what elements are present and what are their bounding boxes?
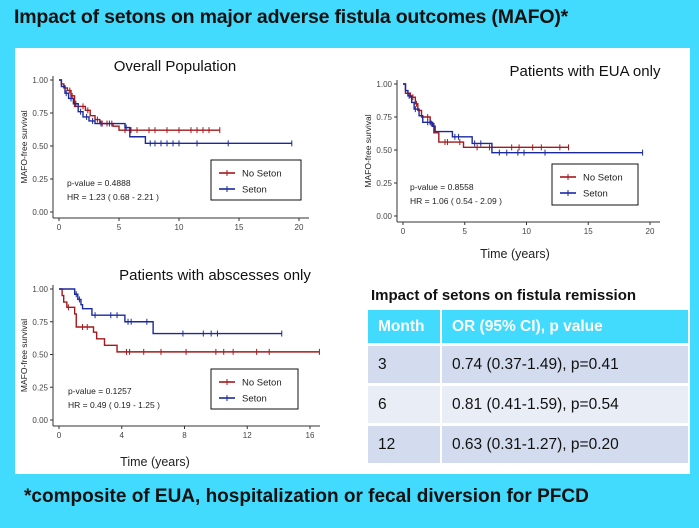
y-tick-label: 0.75 bbox=[32, 109, 48, 118]
y-tick-label: 0.75 bbox=[376, 113, 392, 122]
y-tick-label: 1.00 bbox=[32, 76, 48, 85]
cell-month: 6 bbox=[368, 383, 442, 425]
y-tick-label: 0.25 bbox=[32, 175, 48, 184]
x-tick-label: 12 bbox=[243, 431, 252, 440]
legend-label: Seton bbox=[583, 189, 608, 200]
cell-or: 0.63 (0.31-1.27), p=0.20 bbox=[441, 423, 690, 463]
y-axis-label: MAFO-free survival bbox=[19, 110, 29, 183]
remission-table-title: Impact of setons on fistula remission bbox=[371, 287, 637, 304]
legend-label: No Seton bbox=[583, 173, 623, 184]
legend-label: Seton bbox=[242, 185, 267, 196]
legend-label: No Seton bbox=[242, 378, 282, 389]
stat-annotation: HR = 1.06 ( 0.54 - 2.09 ) bbox=[410, 196, 502, 206]
y-tick-label: 0.50 bbox=[32, 142, 48, 151]
x-axis-label: Time (years) bbox=[480, 247, 550, 261]
y-tick-label: 1.00 bbox=[32, 285, 48, 294]
stat-annotation: p-value = 0.4888 bbox=[67, 178, 131, 188]
stat-annotation: HR = 0.49 ( 0.19 - 1.25 ) bbox=[68, 400, 160, 410]
y-tick-label: 0.50 bbox=[376, 146, 392, 155]
table-row: 3 0.74 (0.37-1.49), p=0.41 bbox=[368, 343, 690, 385]
cell-month: 3 bbox=[368, 343, 442, 385]
chart-title: Patients with abscesses only bbox=[119, 267, 311, 284]
km-chart-eua: Patients with EUA only 0.00 0.25 0.50 0.75 1.… bbox=[363, 63, 661, 261]
x-tick-label: 15 bbox=[235, 223, 244, 232]
y-tick-label: 0.00 bbox=[376, 212, 392, 221]
x-tick-label: 20 bbox=[646, 227, 655, 236]
legend-box bbox=[210, 159, 302, 201]
y-tick-label: 0.75 bbox=[32, 318, 48, 327]
legend-label: No Seton bbox=[242, 169, 282, 180]
km-curve-no-seton bbox=[59, 288, 320, 353]
x-tick-label: 0 bbox=[401, 227, 406, 236]
header-month: Month bbox=[368, 310, 442, 345]
y-tick-label: 0.25 bbox=[376, 179, 392, 188]
chart-title: Overall Population bbox=[114, 58, 237, 75]
y-tick-label: 0.25 bbox=[32, 383, 48, 392]
x-tick-label: 0 bbox=[57, 431, 62, 440]
y-axis-label: MAFO-free survival bbox=[19, 319, 29, 392]
y-tick-label: 0.50 bbox=[32, 351, 48, 360]
table-row: 12 0.63 (0.31-1.27), p=0.20 bbox=[368, 423, 690, 463]
legend-box bbox=[551, 163, 639, 206]
x-tick-label: 15 bbox=[584, 227, 593, 236]
km-curve-seton bbox=[59, 79, 292, 145]
x-tick-label: 10 bbox=[175, 223, 184, 232]
x-tick-label: 20 bbox=[295, 223, 304, 232]
km-chart-overall: Overall Population 0.00 0.25 0.50 0.75 1.00 0 5… bbox=[19, 58, 309, 232]
chart-title: Patients with EUA only bbox=[510, 63, 661, 80]
x-tick-label: 5 bbox=[117, 223, 122, 232]
x-axis-label: Time (years) bbox=[120, 455, 190, 469]
stat-annotation: HR = 1.23 ( 0.68 - 2.21 ) bbox=[67, 192, 159, 202]
footnote: *composite of EUA, hospitalization or fe… bbox=[24, 486, 589, 507]
x-tick-label: 5 bbox=[463, 227, 468, 236]
legend-box bbox=[210, 368, 299, 410]
x-tick-label: 0 bbox=[57, 223, 62, 232]
y-tick-label: 0.00 bbox=[32, 416, 48, 425]
table-row: 6 0.81 (0.41-1.59), p=0.54 bbox=[368, 383, 690, 425]
cell-or: 0.81 (0.41-1.59), p=0.54 bbox=[441, 383, 690, 425]
header-or: OR (95% CI), p value bbox=[441, 310, 690, 345]
page-title: Impact of setons on major adverse fistul… bbox=[14, 6, 569, 28]
cell-or: 0.74 (0.37-1.49), p=0.41 bbox=[441, 343, 690, 385]
y-tick-label: 1.00 bbox=[376, 80, 392, 89]
x-tick-label: 4 bbox=[120, 431, 125, 440]
x-tick-label: 10 bbox=[522, 227, 531, 236]
cell-month: 12 bbox=[368, 423, 442, 463]
stat-annotation: p-value = 0.8558 bbox=[410, 182, 474, 192]
y-axis-label: MAFO-free survival bbox=[363, 114, 373, 187]
x-tick-label: 16 bbox=[306, 431, 315, 440]
x-tick-label: 8 bbox=[182, 431, 187, 440]
km-chart-abscesses: Patients with abscesses only 0.00 0.25 0.50… bbox=[19, 267, 320, 469]
stat-annotation: p-value = 0.1257 bbox=[68, 386, 132, 396]
remission-table: Month OR (95% CI), p value 3 0.74 (0.37-… bbox=[368, 310, 690, 463]
legend-label: Seton bbox=[242, 394, 267, 405]
table-header-row: Month OR (95% CI), p value bbox=[368, 310, 690, 345]
y-tick-label: 0.00 bbox=[32, 208, 48, 217]
km-curve-no-seton bbox=[403, 83, 569, 149]
km-curve-seton bbox=[403, 83, 643, 154]
